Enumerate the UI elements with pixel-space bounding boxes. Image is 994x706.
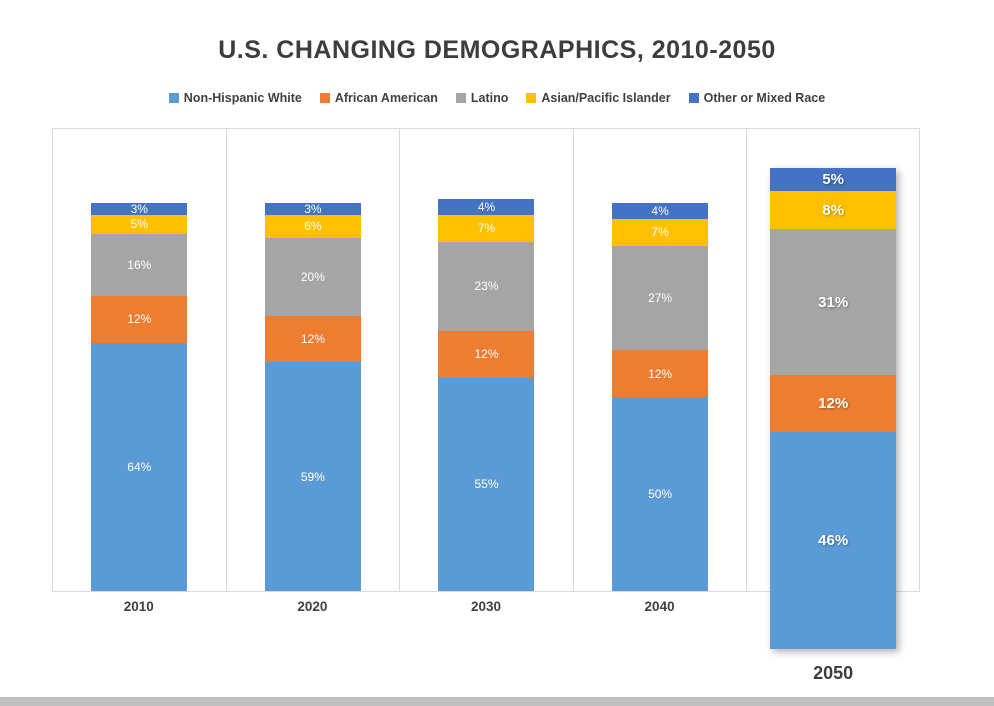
data-label-2040-non-hispanic-white: 50% <box>648 487 673 501</box>
segment-2020-african-american: 12% <box>264 315 361 363</box>
segment-2050-african-american: 12% <box>770 375 897 432</box>
stacked-bar-2040: 4% 7% 27% 12% 50% <box>612 203 709 591</box>
data-label-2030-african-american: 12% <box>474 347 499 362</box>
legend-marker-icon <box>526 93 537 103</box>
chart-panel-2050: 5% 8% 31% 12% 46% <box>746 129 920 649</box>
segment-2030-other-or-mixed-race: 4% <box>438 199 535 215</box>
stacked-bar-2030: 4% 7% 23% 12% 55% <box>438 199 535 591</box>
data-label-2050-non-hispanic-white: 46% <box>818 531 849 549</box>
segment-2050-asian-pacific-islander: 8% <box>770 191 897 229</box>
segment-2030-african-american: 12% <box>438 331 535 378</box>
stacked-bar-2050: 5% 8% 31% 12% 46% <box>770 167 897 649</box>
data-label-2050-african-american: 12% <box>818 395 849 413</box>
data-label-2020-non-hispanic-white: 59% <box>300 469 325 484</box>
segment-2020-asian-pacific-islander: 6% <box>264 214 361 238</box>
segment-2010-asian-pacific-islander: 5% <box>91 214 188 235</box>
legend-marker-icon <box>455 93 466 103</box>
data-label-2040-latino: 27% <box>648 291 673 306</box>
legend-label: Non-Hispanic White <box>183 91 302 105</box>
legend: Non-Hispanic White African American Latino… <box>0 91 994 105</box>
data-label-2030-latino: 23% <box>474 279 499 294</box>
legend-label: African American <box>334 91 438 105</box>
data-label-2020-latino: 20% <box>300 269 325 284</box>
x-axis-label-2030: 2030 <box>470 599 501 614</box>
legend-marker-icon <box>688 93 699 103</box>
segment-2030-asian-pacific-islander: 7% <box>438 214 535 242</box>
chart-title: U.S. CHANGING DEMOGRAPHICS, 2010-2050 <box>218 36 776 64</box>
data-label-2010-non-hispanic-white: 64% <box>127 459 152 474</box>
segment-2020-other-or-mixed-race: 3% <box>264 201 361 216</box>
chart-panel-2010: 3% 5% 16% 12% 64% <box>52 129 226 591</box>
data-label-2050-other-or-mixed-race: 5% <box>822 170 845 188</box>
legend-item-other-or-mixed-race: Other or Mixed Race <box>688 91 826 105</box>
legend-item-african-american: African American <box>319 91 438 105</box>
segment-2030-non-hispanic-white: 55% <box>438 377 535 591</box>
data-label-2010-african-american: 12% <box>127 312 152 327</box>
segment-2030-latino: 23% <box>438 241 535 332</box>
segment-2010-latino: 16% <box>91 234 188 297</box>
data-label-2020-other-or-mixed-race: 3% <box>304 201 322 216</box>
legend-label: Other or Mixed Race <box>703 91 826 105</box>
legend-label: Asian/Pacific Islander <box>541 91 671 105</box>
segment-2010-african-american: 12% <box>91 296 188 343</box>
stacked-bar-2010: 3% 5% 16% 12% 64% <box>91 201 188 591</box>
data-label-2050-asian-pacific-islander: 8% <box>822 201 845 219</box>
data-label-2010-latino: 16% <box>127 258 152 273</box>
x-axis-labels: 2010 2020 2030 2040 2050 <box>52 599 920 683</box>
x-axis-label-2040: 2040 <box>644 599 675 614</box>
data-label-2010-other-or-mixed-race: 3% <box>130 201 148 216</box>
segment-2010-non-hispanic-white: 64% <box>91 342 188 591</box>
legend-label: Latino <box>470 91 509 105</box>
chart-panel-2020: 3% 6% 20% 12% 59% <box>225 129 400 591</box>
data-label-2030-non-hispanic-white: 55% <box>474 477 499 492</box>
x-axis-label-2050: 2050 <box>813 663 854 683</box>
segment-2010-other-or-mixed-race: 3% <box>91 201 188 216</box>
segment-2020-non-hispanic-white: 59% <box>264 362 361 591</box>
segment-2040-african-american: 12% <box>612 350 709 397</box>
segment-2040-asian-pacific-islander: 7% <box>612 218 709 246</box>
data-label-2030-other-or-mixed-race: 4% <box>477 199 496 214</box>
data-label-2020-african-american: 12% <box>300 331 325 346</box>
segment-2040-latino: 27% <box>612 245 709 351</box>
data-label-2050-latino: 31% <box>818 293 849 311</box>
data-label-2040-african-american: 12% <box>648 366 673 381</box>
legend-item-latino: Latino <box>455 91 509 105</box>
data-label-2010-asian-pacific-islander: 5% <box>130 217 148 232</box>
legend-item-non-hispanic-white: Non-Hispanic White <box>168 91 302 105</box>
data-label-2040-other-or-mixed-race: 4% <box>651 203 669 218</box>
legend-marker-icon <box>168 93 179 103</box>
chart-panel-2030: 4% 7% 23% 12% 55% <box>399 129 573 591</box>
data-label-2030-asian-pacific-islander: 7% <box>477 221 496 236</box>
plot-area: 3% 5% 16% 12% 64% 3% 6% 20% 12% 59% 4% 7% 23% 12% 55% 4… <box>52 128 920 649</box>
segment-2050-non-hispanic-white: 46% <box>770 431 897 649</box>
x-axis-label-2010: 2010 <box>123 599 154 614</box>
x-axis-label-2020: 2020 <box>297 599 328 614</box>
footer-strip <box>0 697 994 706</box>
legend-item-asian-pacific-islander: Asian/Pacific Islander <box>526 91 671 105</box>
legend-marker-icon <box>319 93 330 103</box>
segment-2050-latino: 31% <box>770 228 897 376</box>
segment-2040-non-hispanic-white: 50% <box>612 397 709 591</box>
data-label-2040-asian-pacific-islander: 7% <box>651 225 669 240</box>
stacked-bar-2020: 3% 6% 20% 12% 59% <box>264 201 361 591</box>
data-label-2020-asian-pacific-islander: 6% <box>304 219 322 234</box>
chart-panel-2040: 4% 7% 27% 12% 50% <box>572 129 747 591</box>
segment-2040-other-or-mixed-race: 4% <box>612 203 709 219</box>
segment-2020-latino: 20% <box>264 237 361 316</box>
segment-2050-other-or-mixed-race: 5% <box>770 167 897 192</box>
